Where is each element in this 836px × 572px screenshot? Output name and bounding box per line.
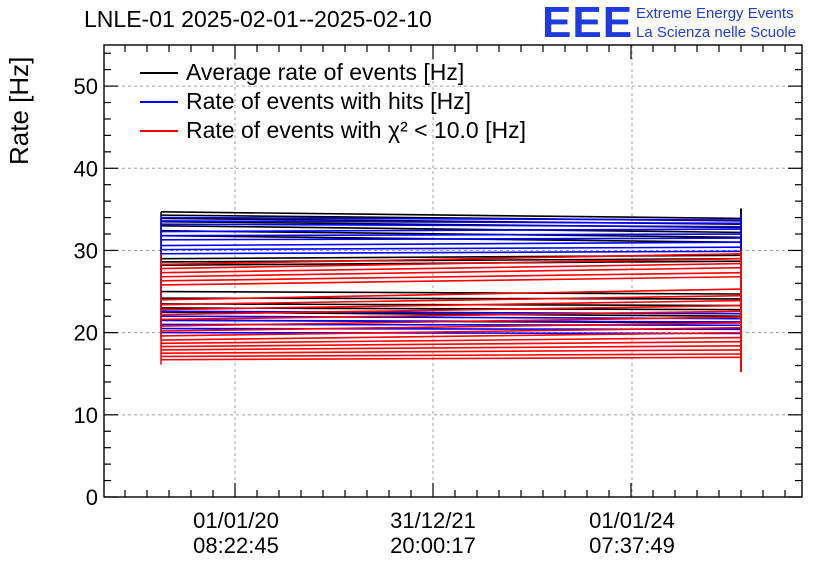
legend-entry-hits: Rate of events with hits [Hz]: [140, 87, 526, 116]
series-3-segment: [160, 336, 742, 345]
x-tick-1-date: 01/01/20: [193, 508, 279, 533]
series-2-segment: [160, 220, 742, 225]
series-2-segment: [160, 241, 742, 247]
series-1-segment: [160, 225, 742, 234]
series-3-segment: [160, 353, 742, 358]
series-2-segment: [160, 233, 742, 237]
series-3-segment: [160, 310, 742, 321]
series-3: [160, 250, 742, 373]
y-axis-label: Rate [Hz]: [4, 56, 34, 165]
legend-entry-average: Average rate of events [Hz]: [140, 58, 526, 87]
series-2-segment: [160, 237, 742, 241]
series-2-segment: [160, 246, 742, 251]
series-layer: [160, 208, 742, 373]
series-3-segment: [160, 326, 742, 337]
series-3-segment: [160, 275, 742, 286]
series-3-segment: [160, 331, 742, 341]
series-3-segment: [160, 356, 742, 361]
y-tick-label-0: 0: [86, 485, 98, 510]
x-tick-2-date: 31/12/21: [390, 508, 476, 533]
series-1-segment: [160, 290, 742, 295]
series-3-segment: [160, 304, 742, 316]
series-3-segment: [160, 316, 742, 327]
series-3-segment: [160, 294, 742, 306]
series-3-segment: [160, 288, 742, 301]
series-2-segment: [160, 216, 742, 221]
series-3-segment: [160, 299, 742, 311]
legend-entry-chi2: Rate of events with χ² < 10.0 [Hz]: [140, 116, 526, 145]
series-3-segment: [160, 321, 742, 332]
series-3-segment: [160, 266, 742, 278]
y-tick-label-20: 20: [74, 321, 98, 346]
logo-caption-line2: La Scienza nelle Scuole: [636, 24, 797, 41]
x-tick-2-time: 20:00:17: [390, 533, 476, 558]
legend-swatch-average: [140, 71, 178, 74]
legend-label-average: Average rate of events [Hz]: [186, 59, 465, 85]
y-tick-label-30: 30: [74, 238, 98, 263]
legend-label-hits: Rate of events with hits [Hz]: [186, 88, 472, 114]
x-tick-3-date: 01/01/24: [589, 508, 675, 533]
x-tick-label-1: 01/01/20 08:22:45: [166, 508, 306, 558]
x-tick-label-2: 31/12/21 20:00:17: [363, 508, 503, 558]
axes: 0 10 20 30 40 50: [74, 44, 803, 510]
x-tick-label-3: 01/01/24 07:37:49: [562, 508, 702, 558]
series-3-segment: [160, 262, 742, 274]
legend-swatch-hits: [140, 100, 178, 103]
legend: Average rate of events [Hz] Rate of even…: [140, 58, 526, 145]
series-2-segment: [160, 223, 742, 228]
logo-caption: Extreme Energy Events La Scienza nelle S…: [636, 4, 796, 42]
chart-title: LNLE-01 2025-02-01--2025-02-10: [84, 6, 432, 32]
series-3-segment: [160, 252, 742, 266]
series-3-segment: [160, 257, 742, 270]
x-tick-3-time: 07:37:49: [589, 533, 675, 558]
logo-caption-line1: Extreme Energy Events: [636, 5, 794, 22]
legend-swatch-chi2: [140, 129, 178, 132]
plot-frame: [103, 44, 803, 498]
series-3-segment: [160, 344, 742, 351]
series-3-segment: [160, 349, 742, 354]
series-2-segment: [160, 228, 742, 233]
series-1-segment: [160, 211, 742, 220]
series-3-segment: [160, 340, 742, 348]
legend-label-chi2: Rate of events with χ² < 10.0 [Hz]: [186, 117, 526, 143]
series-2-segment: [160, 250, 742, 255]
y-tick-label-50: 50: [74, 74, 98, 99]
series-1-segment: [160, 257, 742, 263]
x-tick-1-time: 08:22:45: [193, 533, 279, 558]
y-tick-label-40: 40: [74, 156, 98, 181]
series-3-segment: [160, 271, 742, 282]
eee-logo: EEE: [542, 0, 634, 47]
y-tick-label-10: 10: [74, 403, 98, 428]
